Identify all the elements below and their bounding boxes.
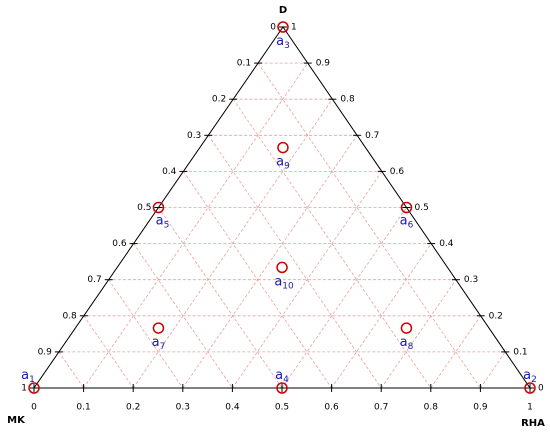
grid-line <box>232 98 432 389</box>
left-tick-label: 0.9 <box>38 347 53 357</box>
point-label: a1 <box>21 368 35 385</box>
bottom-tick-label: 0 <box>31 403 37 413</box>
point-marker <box>400 322 413 334</box>
point-marker <box>276 261 288 274</box>
point-label-sub: 1 <box>29 375 35 385</box>
bottom-tick-label: 0.6 <box>324 403 339 413</box>
bottom-tick-label: 0.2 <box>126 403 140 413</box>
grid-line <box>108 279 184 389</box>
bottom-tick-label: 0.3 <box>176 403 190 413</box>
point-label-sub: 3 <box>284 41 290 51</box>
right-tick-label: 0.4 <box>439 239 454 249</box>
point-label-name: a <box>21 368 29 383</box>
point-label: a7 <box>152 335 166 352</box>
point-label-sub: 10 <box>282 281 294 291</box>
corner-label: RHA <box>521 418 545 429</box>
bottom-tick-label: 0.1 <box>76 403 90 413</box>
point-marker <box>524 382 536 394</box>
point-label-name: a <box>152 335 160 350</box>
grid-line <box>183 171 332 389</box>
left-tick-label: 1 <box>21 384 27 394</box>
point-label-name: a <box>276 154 284 169</box>
point-label-sub: 8 <box>408 342 414 352</box>
point-label-name: a <box>400 213 408 228</box>
grid-line <box>182 135 358 389</box>
left-tick-label: 0 <box>270 23 276 33</box>
point-label-name: a <box>156 213 164 228</box>
grid-line <box>83 315 134 389</box>
bottom-tick-label: 0.4 <box>225 403 240 413</box>
point-label: a9 <box>276 154 290 171</box>
grid <box>33 26 531 389</box>
point-marker <box>400 201 413 214</box>
grid-line <box>207 135 382 389</box>
left-tick-label: 0.5 <box>137 203 151 213</box>
point-label-sub: 7 <box>160 342 166 352</box>
left-tick-label: 0.1 <box>237 59 251 69</box>
point-label: a8 <box>400 335 414 352</box>
point-marker <box>277 141 289 154</box>
bottom-tick-label: 0.8 <box>424 403 439 413</box>
right-tick-label: 0.7 <box>365 131 379 141</box>
right-tick-label: 0.3 <box>464 275 478 285</box>
grid-line <box>281 207 407 389</box>
point-label-sub: 2 <box>531 375 537 385</box>
grid-line <box>58 351 84 389</box>
left-tick-label: 0.8 <box>62 311 77 321</box>
grid-line <box>257 62 481 389</box>
point-label-sub: 9 <box>284 161 290 171</box>
point-label-sub: 4 <box>283 375 289 385</box>
grid-line <box>380 279 457 389</box>
point-label: a5 <box>156 213 170 230</box>
right-tick-label: 0.9 <box>316 59 331 69</box>
point-label: a3 <box>276 34 290 51</box>
right-tick-label: 0.8 <box>340 95 355 105</box>
right-tick-label: 0.5 <box>415 203 429 213</box>
point-label: a6 <box>400 213 414 230</box>
grid-line <box>232 171 383 389</box>
point-marker <box>152 322 165 334</box>
point-label-name: a <box>274 274 282 289</box>
right-tick-label: 0.2 <box>489 311 503 321</box>
right-tick-label: 1 <box>291 23 297 33</box>
point-marker <box>277 21 289 33</box>
point-marker <box>152 201 165 214</box>
left-tick-label: 0.2 <box>212 95 226 105</box>
point-label: a4 <box>275 368 289 385</box>
point-marker <box>276 382 288 394</box>
left-tick-label: 0.3 <box>187 131 201 141</box>
left-tick-label: 0.7 <box>87 275 101 285</box>
point-label-name: a <box>523 368 531 383</box>
corner-label: MK <box>7 415 26 426</box>
left-tick-label: 0.4 <box>162 167 177 177</box>
grid-line <box>158 207 283 389</box>
left-tick-label: 0.6 <box>112 239 127 249</box>
corner-label: D <box>279 5 287 16</box>
point-label-name: a <box>276 34 284 49</box>
grid-line <box>480 351 506 389</box>
right-tick-label: 0 <box>538 384 544 394</box>
point-label: a10 <box>274 274 294 291</box>
bottom-tick-label: 0.5 <box>275 403 289 413</box>
point-label-name: a <box>400 335 408 350</box>
right-tick-label: 0.6 <box>390 167 405 177</box>
bottom-tick-label: 0.9 <box>473 403 488 413</box>
right-tick-label: 0.1 <box>513 347 527 357</box>
bottom-tick-label: 1 <box>527 403 533 413</box>
point-label-sub: 6 <box>408 220 414 230</box>
bottom-tick-label: 0.7 <box>374 403 388 413</box>
point-label-name: a <box>275 368 283 383</box>
triangle-frame <box>33 26 531 389</box>
point-label-sub: 5 <box>164 220 170 230</box>
point-label: a2 <box>523 368 537 385</box>
grid-line <box>83 62 309 389</box>
point-marker <box>28 382 40 394</box>
